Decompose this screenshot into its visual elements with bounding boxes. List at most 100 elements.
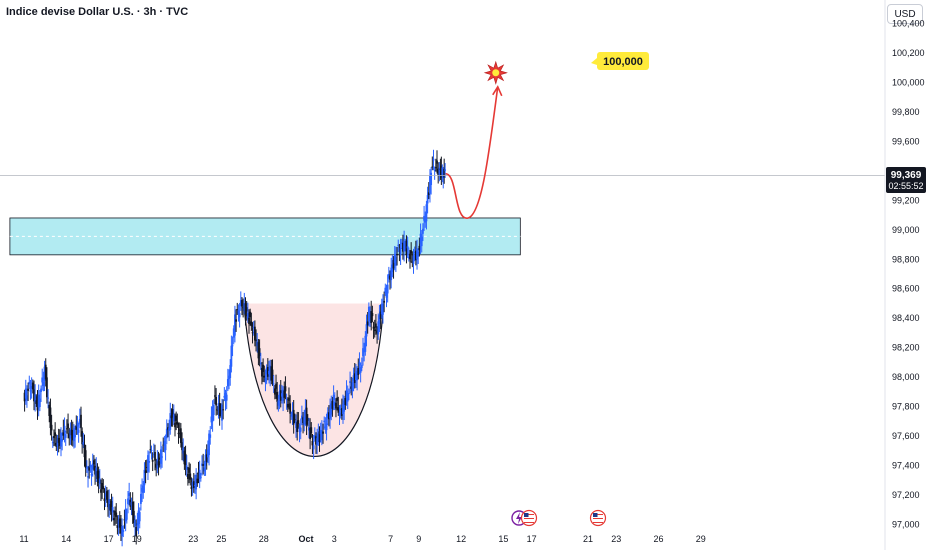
- candle-body: [43, 366, 46, 381]
- candle-body: [292, 409, 295, 425]
- candle-body: [380, 303, 383, 315]
- candle-body: [305, 407, 308, 425]
- candle-body: [406, 246, 409, 249]
- candle-body: [352, 375, 355, 381]
- candle-body: [55, 442, 58, 447]
- candle-body: [303, 416, 306, 425]
- candle-body: [425, 204, 428, 222]
- candle-body: [250, 321, 253, 327]
- candle-body: [142, 485, 145, 493]
- candle-body: [175, 415, 178, 421]
- candle-body: [264, 377, 267, 383]
- candle-body: [111, 507, 114, 513]
- candle-body: [176, 421, 179, 425]
- candle-body: [358, 361, 361, 366]
- candle-body: [407, 256, 410, 259]
- candle-body: [62, 429, 65, 436]
- candle-body: [372, 326, 375, 329]
- candle-body: [433, 169, 436, 171]
- cup-pattern-layer: [243, 303, 385, 457]
- candle-body: [138, 512, 141, 522]
- price-axis[interactable]: 97,000 97,200 97,400 97,600 97,800 98,000 98,2…: [884, 0, 925, 550]
- us-flag-icon[interactable]: [589, 509, 607, 527]
- candle-body: [409, 253, 411, 260]
- candle-body: [80, 414, 82, 428]
- candle-body: [36, 396, 39, 411]
- candle-body: [393, 254, 396, 263]
- candle-body: [171, 408, 174, 417]
- candle-body: [440, 165, 443, 178]
- candle-body: [128, 493, 131, 496]
- candle-body: [237, 310, 240, 314]
- candle-body: [387, 274, 390, 279]
- candle-body: [156, 459, 159, 469]
- candle-body: [386, 284, 389, 294]
- candle-body: [424, 220, 427, 223]
- candle-body: [231, 345, 234, 347]
- candle-body: [245, 307, 248, 312]
- candle-body: [226, 379, 229, 387]
- candle-body: [281, 393, 283, 397]
- candle-body: [203, 467, 206, 472]
- candle-body: [353, 373, 356, 384]
- cup-curve[interactable]: [243, 303, 385, 457]
- candle-body: [434, 167, 437, 169]
- candle-body: [333, 401, 336, 406]
- candle-body: [89, 464, 92, 468]
- candle-body: [56, 438, 59, 447]
- candle-body: [49, 407, 52, 428]
- candle-body: [152, 453, 155, 455]
- candle-body: [69, 429, 72, 439]
- time-axis[interactable]: 11 14 17 19 23 25 28 Oct 3 7 9 12 15 17 21 23 26 29: [19, 534, 705, 544]
- candle-body: [300, 415, 303, 420]
- projection-path[interactable]: [445, 86, 499, 219]
- candle-body: [412, 255, 415, 264]
- currency-selector[interactable]: USD: [887, 4, 923, 24]
- candle-body: [246, 312, 249, 320]
- candle-body: [376, 330, 378, 334]
- candle-body: [198, 469, 201, 479]
- candle-body: [168, 427, 171, 431]
- candle-body: [222, 409, 225, 411]
- candle-body: [37, 394, 40, 408]
- candle-body: [243, 303, 246, 311]
- candle-body: [394, 257, 397, 266]
- candle-body: [211, 406, 214, 422]
- us-flag-icon[interactable]: [520, 509, 538, 527]
- candle-body: [328, 412, 330, 420]
- candle-body: [183, 450, 186, 465]
- candle-body: [141, 487, 143, 492]
- price-badge-price: 99,369: [891, 170, 922, 181]
- candle-body: [73, 427, 75, 442]
- x-tick-label: 11: [19, 534, 28, 544]
- target-label[interactable]: 100,000: [591, 52, 649, 70]
- candle-body: [157, 461, 160, 466]
- candle-body: [205, 454, 208, 462]
- candle-body: [309, 428, 312, 440]
- candle-body: [347, 393, 350, 395]
- candle-body: [85, 467, 88, 469]
- candle-body: [326, 412, 329, 419]
- candle-body: [405, 240, 408, 255]
- candle-body: [196, 478, 199, 484]
- candle-body: [255, 339, 257, 342]
- candle-body: [210, 416, 213, 423]
- candle-body: [413, 252, 416, 254]
- candle-body: [114, 510, 116, 516]
- candle-body: [223, 395, 226, 398]
- candle-body: [370, 311, 373, 323]
- candle-body: [285, 399, 288, 401]
- candle-body: [68, 433, 71, 439]
- candle-body: [282, 389, 284, 401]
- candle-body: [289, 403, 292, 414]
- candle-body: [116, 524, 119, 528]
- candle-body: [64, 434, 67, 438]
- candle-body: [249, 311, 252, 318]
- candle-body: [375, 323, 377, 328]
- candle-body: [259, 362, 262, 365]
- candle-body: [344, 398, 347, 405]
- candle-body: [359, 367, 362, 373]
- candle-body: [149, 449, 152, 451]
- candle-body: [272, 383, 275, 385]
